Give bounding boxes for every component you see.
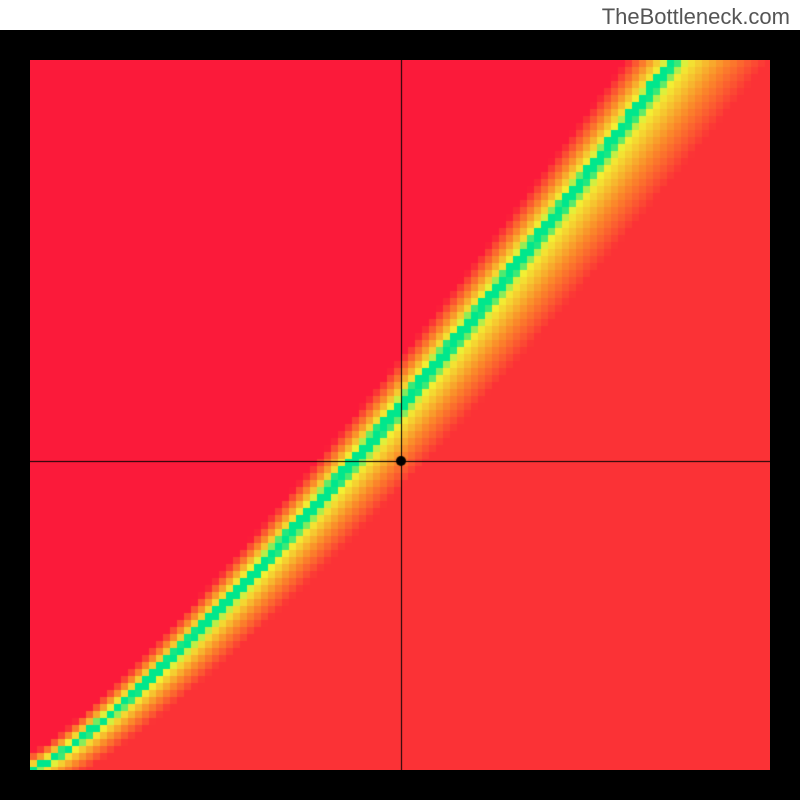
watermark-text: TheBottleneck.com xyxy=(602,4,790,30)
bottleneck-heatmap xyxy=(30,60,770,770)
